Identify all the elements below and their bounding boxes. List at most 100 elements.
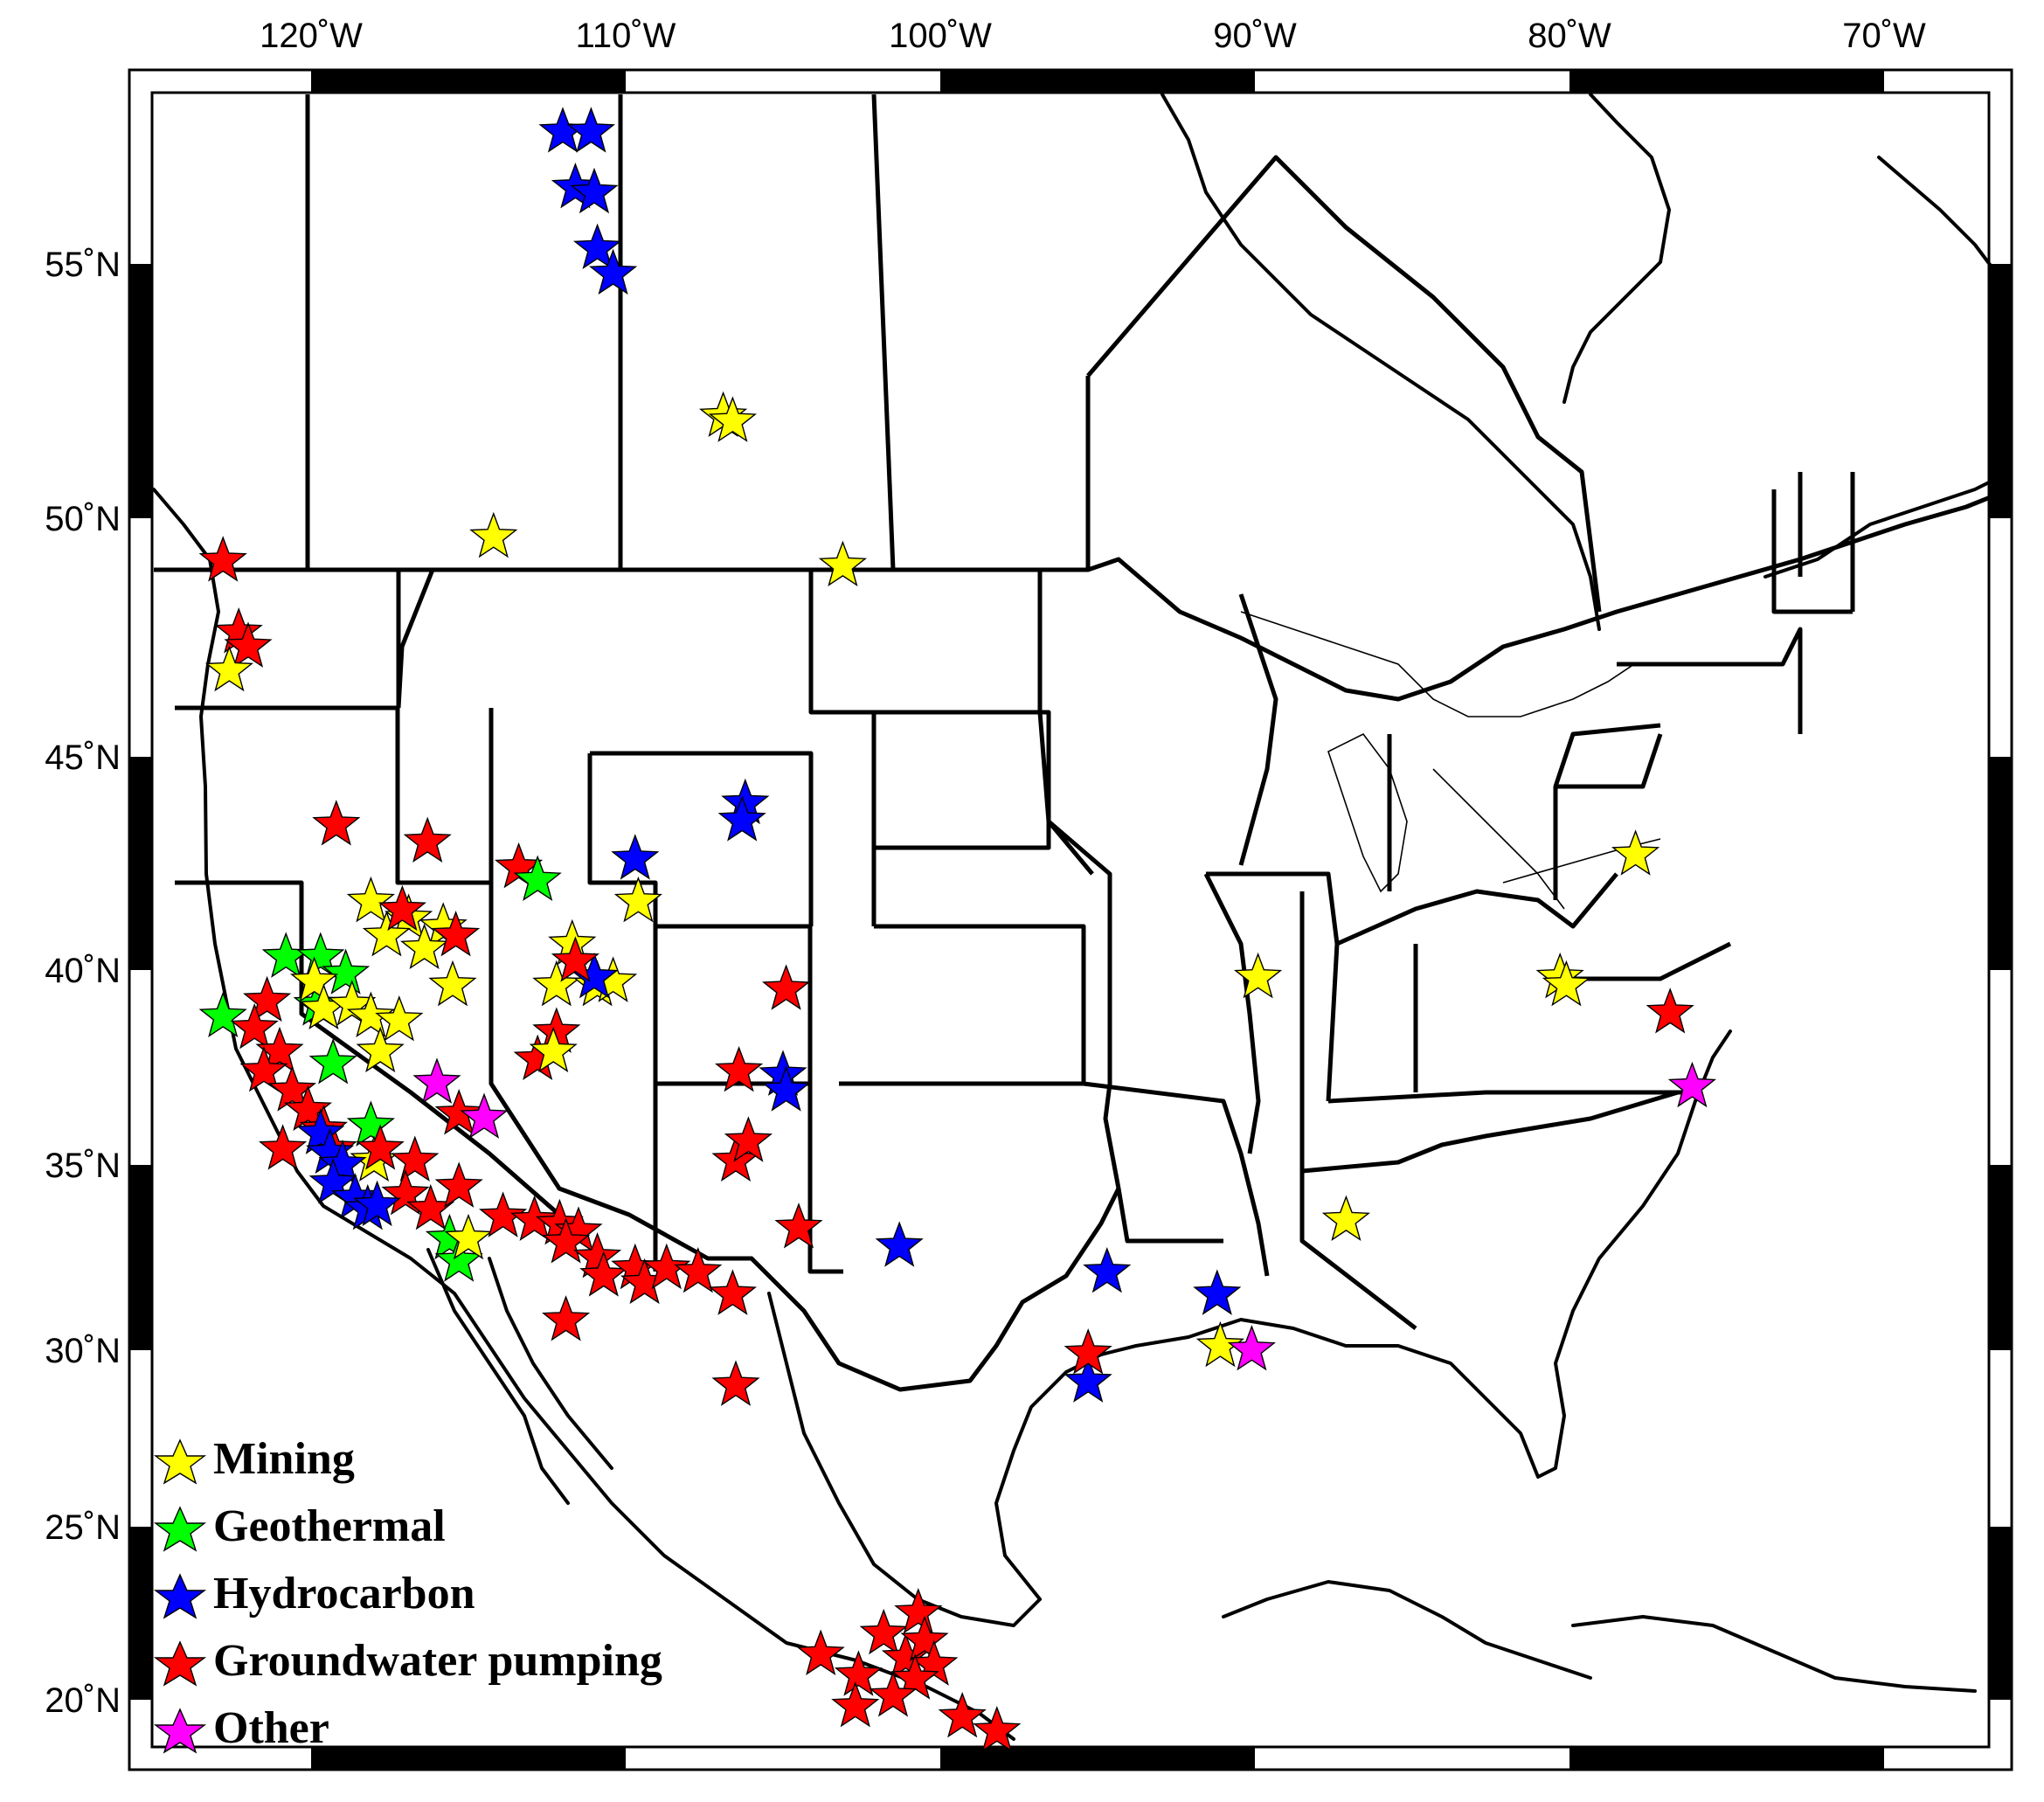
hydrocarbon-marker <box>762 1065 811 1112</box>
legend-item-other: Other <box>153 1703 329 1754</box>
mining-marker <box>1234 952 1283 999</box>
groundwater-marker <box>432 911 481 957</box>
groundwater-marker <box>869 1671 918 1717</box>
hydrocarbon-marker <box>875 1221 924 1267</box>
groundwater-marker <box>724 1116 773 1162</box>
hydrocarbon-marker <box>1064 1356 1112 1403</box>
groundwater-marker <box>403 816 452 863</box>
mining-marker <box>1195 1320 1244 1368</box>
hydrocarbon-marker <box>1193 1269 1242 1315</box>
latitude-tick-label: 25˚N <box>45 1508 121 1547</box>
longitude-tick-label: 80˚W <box>1528 17 1611 55</box>
geothermal-marker <box>346 1100 395 1147</box>
hydrocarbon-marker <box>566 107 615 153</box>
frame-bar-segment <box>129 1527 152 1700</box>
frame-bar-segment <box>311 70 626 93</box>
mining-marker <box>1321 1195 1370 1242</box>
mining-marker <box>346 876 395 923</box>
latitude-tick-label: 35˚N <box>45 1147 121 1185</box>
longitude-tick-label: 120˚W <box>260 17 363 55</box>
groundwater-marker <box>312 800 361 846</box>
frame-bar-segment <box>311 1747 626 1770</box>
latitude-tick-label: 20˚N <box>45 1681 121 1720</box>
hydrocarbon-marker <box>570 167 619 214</box>
longitude-tick-label: 100˚W <box>889 17 992 55</box>
groundwater-marker <box>542 1295 591 1341</box>
mining-marker <box>613 876 662 923</box>
mining-marker <box>290 956 339 1002</box>
event-markers <box>198 107 1716 1752</box>
latitude-tick-label: 45˚N <box>45 738 121 777</box>
groundwater-marker <box>378 884 426 932</box>
other-marker <box>412 1057 461 1104</box>
groundwater-marker <box>255 1026 304 1073</box>
great-lakes <box>1240 611 1661 910</box>
frame-bar-segment <box>1569 70 1884 93</box>
mining-marker <box>375 995 424 1042</box>
hydrocarbon-marker <box>611 834 660 880</box>
mining-marker <box>1542 960 1591 1007</box>
mining-marker <box>444 1213 493 1260</box>
mining-marker <box>428 960 477 1007</box>
latitude-tick-label: 40˚N <box>45 952 121 990</box>
mining-marker <box>1611 829 1660 876</box>
groundwater-marker <box>267 1065 316 1112</box>
mining-marker <box>469 511 518 558</box>
hydrocarbon-marker <box>573 223 622 270</box>
coastlines <box>152 93 2012 1741</box>
geothermal-marker <box>308 1038 357 1085</box>
geothermal-star-icon <box>153 1506 207 1552</box>
groundwater-marker <box>495 842 544 889</box>
hydrocarbon-marker <box>296 1108 345 1154</box>
groundwater-marker <box>510 1195 559 1242</box>
hydrocarbon-marker <box>352 1180 402 1227</box>
groundwater-marker <box>894 1588 943 1634</box>
mining-marker <box>532 960 581 1007</box>
geothermal-marker <box>513 855 562 902</box>
hydrocarbon-marker <box>318 1140 367 1186</box>
groundwater-marker <box>831 1681 880 1728</box>
groundwater-marker <box>434 1089 483 1135</box>
groundwater-marker <box>938 1692 987 1738</box>
mining-marker <box>204 645 253 692</box>
legend-label-groundwater: Groundwater pumping <box>213 1636 662 1686</box>
map-frame <box>128 68 2013 1771</box>
groundwater-marker <box>243 975 292 1022</box>
geothermal-marker <box>296 932 345 978</box>
groundwater-marker <box>391 1135 440 1182</box>
legend-item-mining: Mining <box>153 1434 355 1485</box>
groundwater-marker <box>859 1608 908 1655</box>
mining-marker <box>346 991 395 1038</box>
latitude-tick-label: 50˚N <box>45 500 121 538</box>
hydrocarbon-marker <box>1083 1247 1132 1293</box>
frame-bar-segment <box>129 1165 152 1350</box>
groundwater-marker <box>796 1629 845 1676</box>
groundwater-marker <box>573 1232 622 1279</box>
hydrocarbon-marker <box>308 1158 357 1204</box>
groundwater-marker <box>239 1046 288 1092</box>
groundwater-marker <box>434 1161 483 1208</box>
groundwater-marker <box>774 1202 823 1249</box>
groundwater-marker <box>541 1217 591 1264</box>
latitude-tick-label: 55˚N <box>45 246 121 284</box>
legend-label-hydrocarbon: Hydrocarbon <box>213 1569 475 1618</box>
hydrocarbon-marker <box>588 248 638 295</box>
mining-star-icon <box>153 1438 207 1485</box>
groundwater-marker <box>708 1269 757 1315</box>
groundwater-marker <box>674 1247 723 1293</box>
groundwater-marker <box>1646 988 1694 1034</box>
frame-bar-segment <box>940 70 1255 93</box>
legend-item-geothermal: Geothermal <box>153 1501 446 1552</box>
groundwater-marker <box>711 1360 760 1406</box>
groundwater-marker <box>1064 1328 1112 1375</box>
longitude-tick-label: 110˚W <box>576 17 676 55</box>
longitude-tick-label: 90˚W <box>1213 17 1297 55</box>
frame-bar-segment <box>129 757 152 970</box>
mining-marker <box>362 911 411 957</box>
groundwater-marker <box>973 1706 1022 1752</box>
graticule-labels: 120˚W 110˚W 100˚W 90˚W 80˚W 70˚W 55˚N 50˚N 45˚N 4… <box>45 17 1926 1720</box>
other-marker <box>1667 1061 1716 1108</box>
other-marker <box>460 1092 509 1139</box>
groundwater-marker <box>834 1650 883 1696</box>
